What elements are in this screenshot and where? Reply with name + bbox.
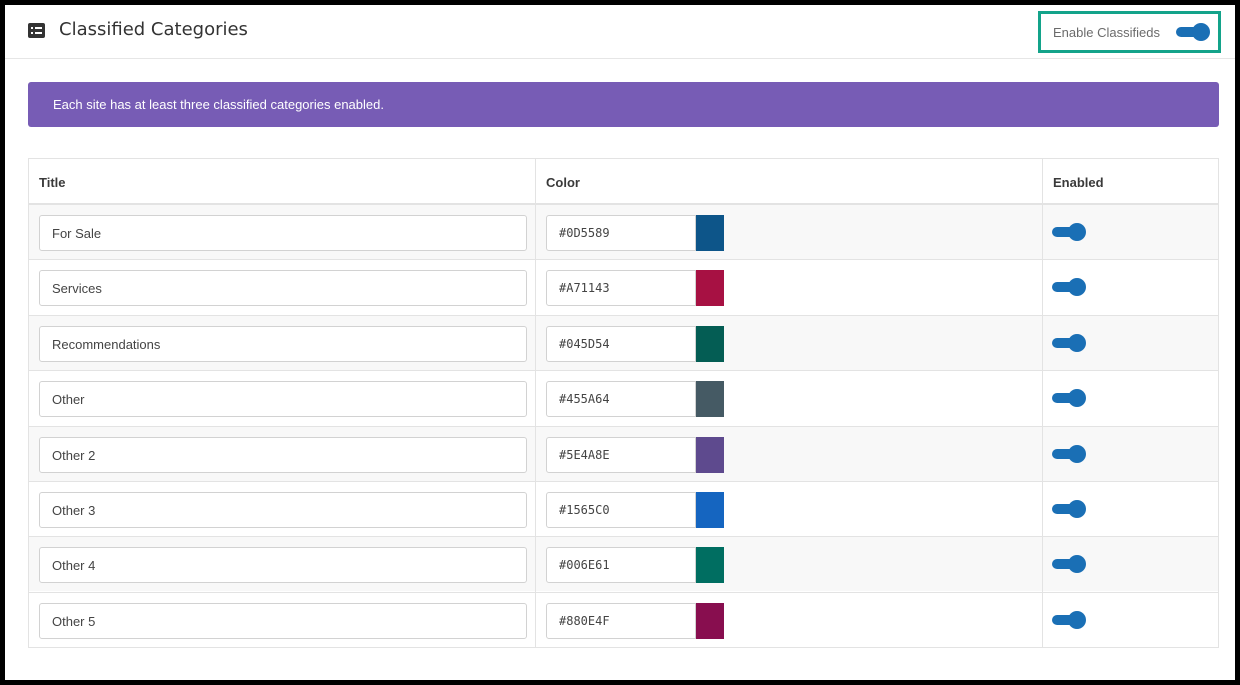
enable-classifieds-label: Enable Classifieds [1053,25,1160,40]
table-row: Services #A71143 [29,259,1218,315]
info-banner: Each site has at least three classified … [28,82,1219,127]
category-title-input[interactable]: Services [39,270,527,307]
color-swatch[interactable] [696,436,724,473]
color-swatch[interactable] [696,602,724,639]
enable-classifieds-toggle[interactable] [1176,23,1210,41]
category-color-input[interactable]: #5E4A8E [546,436,696,473]
info-banner-text: Each site has at least three classified … [53,97,384,112]
color-swatch[interactable] [696,381,724,418]
category-color-input[interactable]: #0D5589 [546,215,696,251]
category-enabled-toggle[interactable] [1052,223,1086,241]
list-icon [28,23,45,38]
table-row: For Sale #0D5589 [29,204,1218,259]
color-swatch[interactable] [696,492,724,528]
category-color-input[interactable]: #006E61 [546,547,696,584]
category-title-input[interactable]: Other 5 [39,602,527,639]
table-row: Other #455A64 [29,370,1218,426]
color-swatch[interactable] [696,547,724,584]
category-title-input[interactable]: Other 4 [39,547,527,584]
category-color-input[interactable]: #A71143 [546,270,696,307]
table-row: Recommendations #045D54 [29,314,1218,370]
category-enabled-toggle[interactable] [1052,610,1086,629]
category-enabled-toggle[interactable] [1052,500,1086,518]
table-row: Other 4 #006E61 [29,536,1218,592]
page-title: Classified Categories [59,19,248,40]
category-enabled-toggle[interactable] [1052,278,1086,297]
color-swatch[interactable] [696,270,724,307]
category-color-input[interactable]: #880E4F [546,602,696,639]
category-title-input[interactable]: Other 2 [39,436,527,473]
category-color-input[interactable]: #1565C0 [546,492,696,528]
category-title-input[interactable]: Other [39,381,527,418]
color-swatch[interactable] [696,215,724,251]
color-swatch[interactable] [696,325,724,362]
enable-classifieds-control: Enable Classifieds [1038,11,1221,53]
table-row: Other 3 #1565C0 [29,481,1218,536]
column-header-enabled: Enabled [1043,159,1218,205]
column-header-title: Title [29,159,535,205]
column-header-color: Color [536,159,1042,205]
category-enabled-toggle[interactable] [1052,555,1086,574]
category-enabled-toggle[interactable] [1052,444,1086,463]
table-row: Other 2 #5E4A8E [29,425,1218,481]
category-color-input[interactable]: #045D54 [546,325,696,362]
category-color-input[interactable]: #455A64 [546,381,696,418]
category-enabled-toggle[interactable] [1052,333,1086,352]
table-row: Other 5 #880E4F [29,591,1218,647]
category-title-input[interactable]: For Sale [39,215,527,251]
categories-table: Title Color Enabled For Sale #0D5589 Ser… [28,158,1219,648]
category-title-input[interactable]: Other 3 [39,492,527,528]
category-enabled-toggle[interactable] [1052,389,1086,408]
category-title-input[interactable]: Recommendations [39,325,527,362]
classified-categories-panel: Classified Categories Enable Classifieds… [5,5,1235,680]
panel-header: Classified Categories Enable Classifieds [5,5,1235,59]
